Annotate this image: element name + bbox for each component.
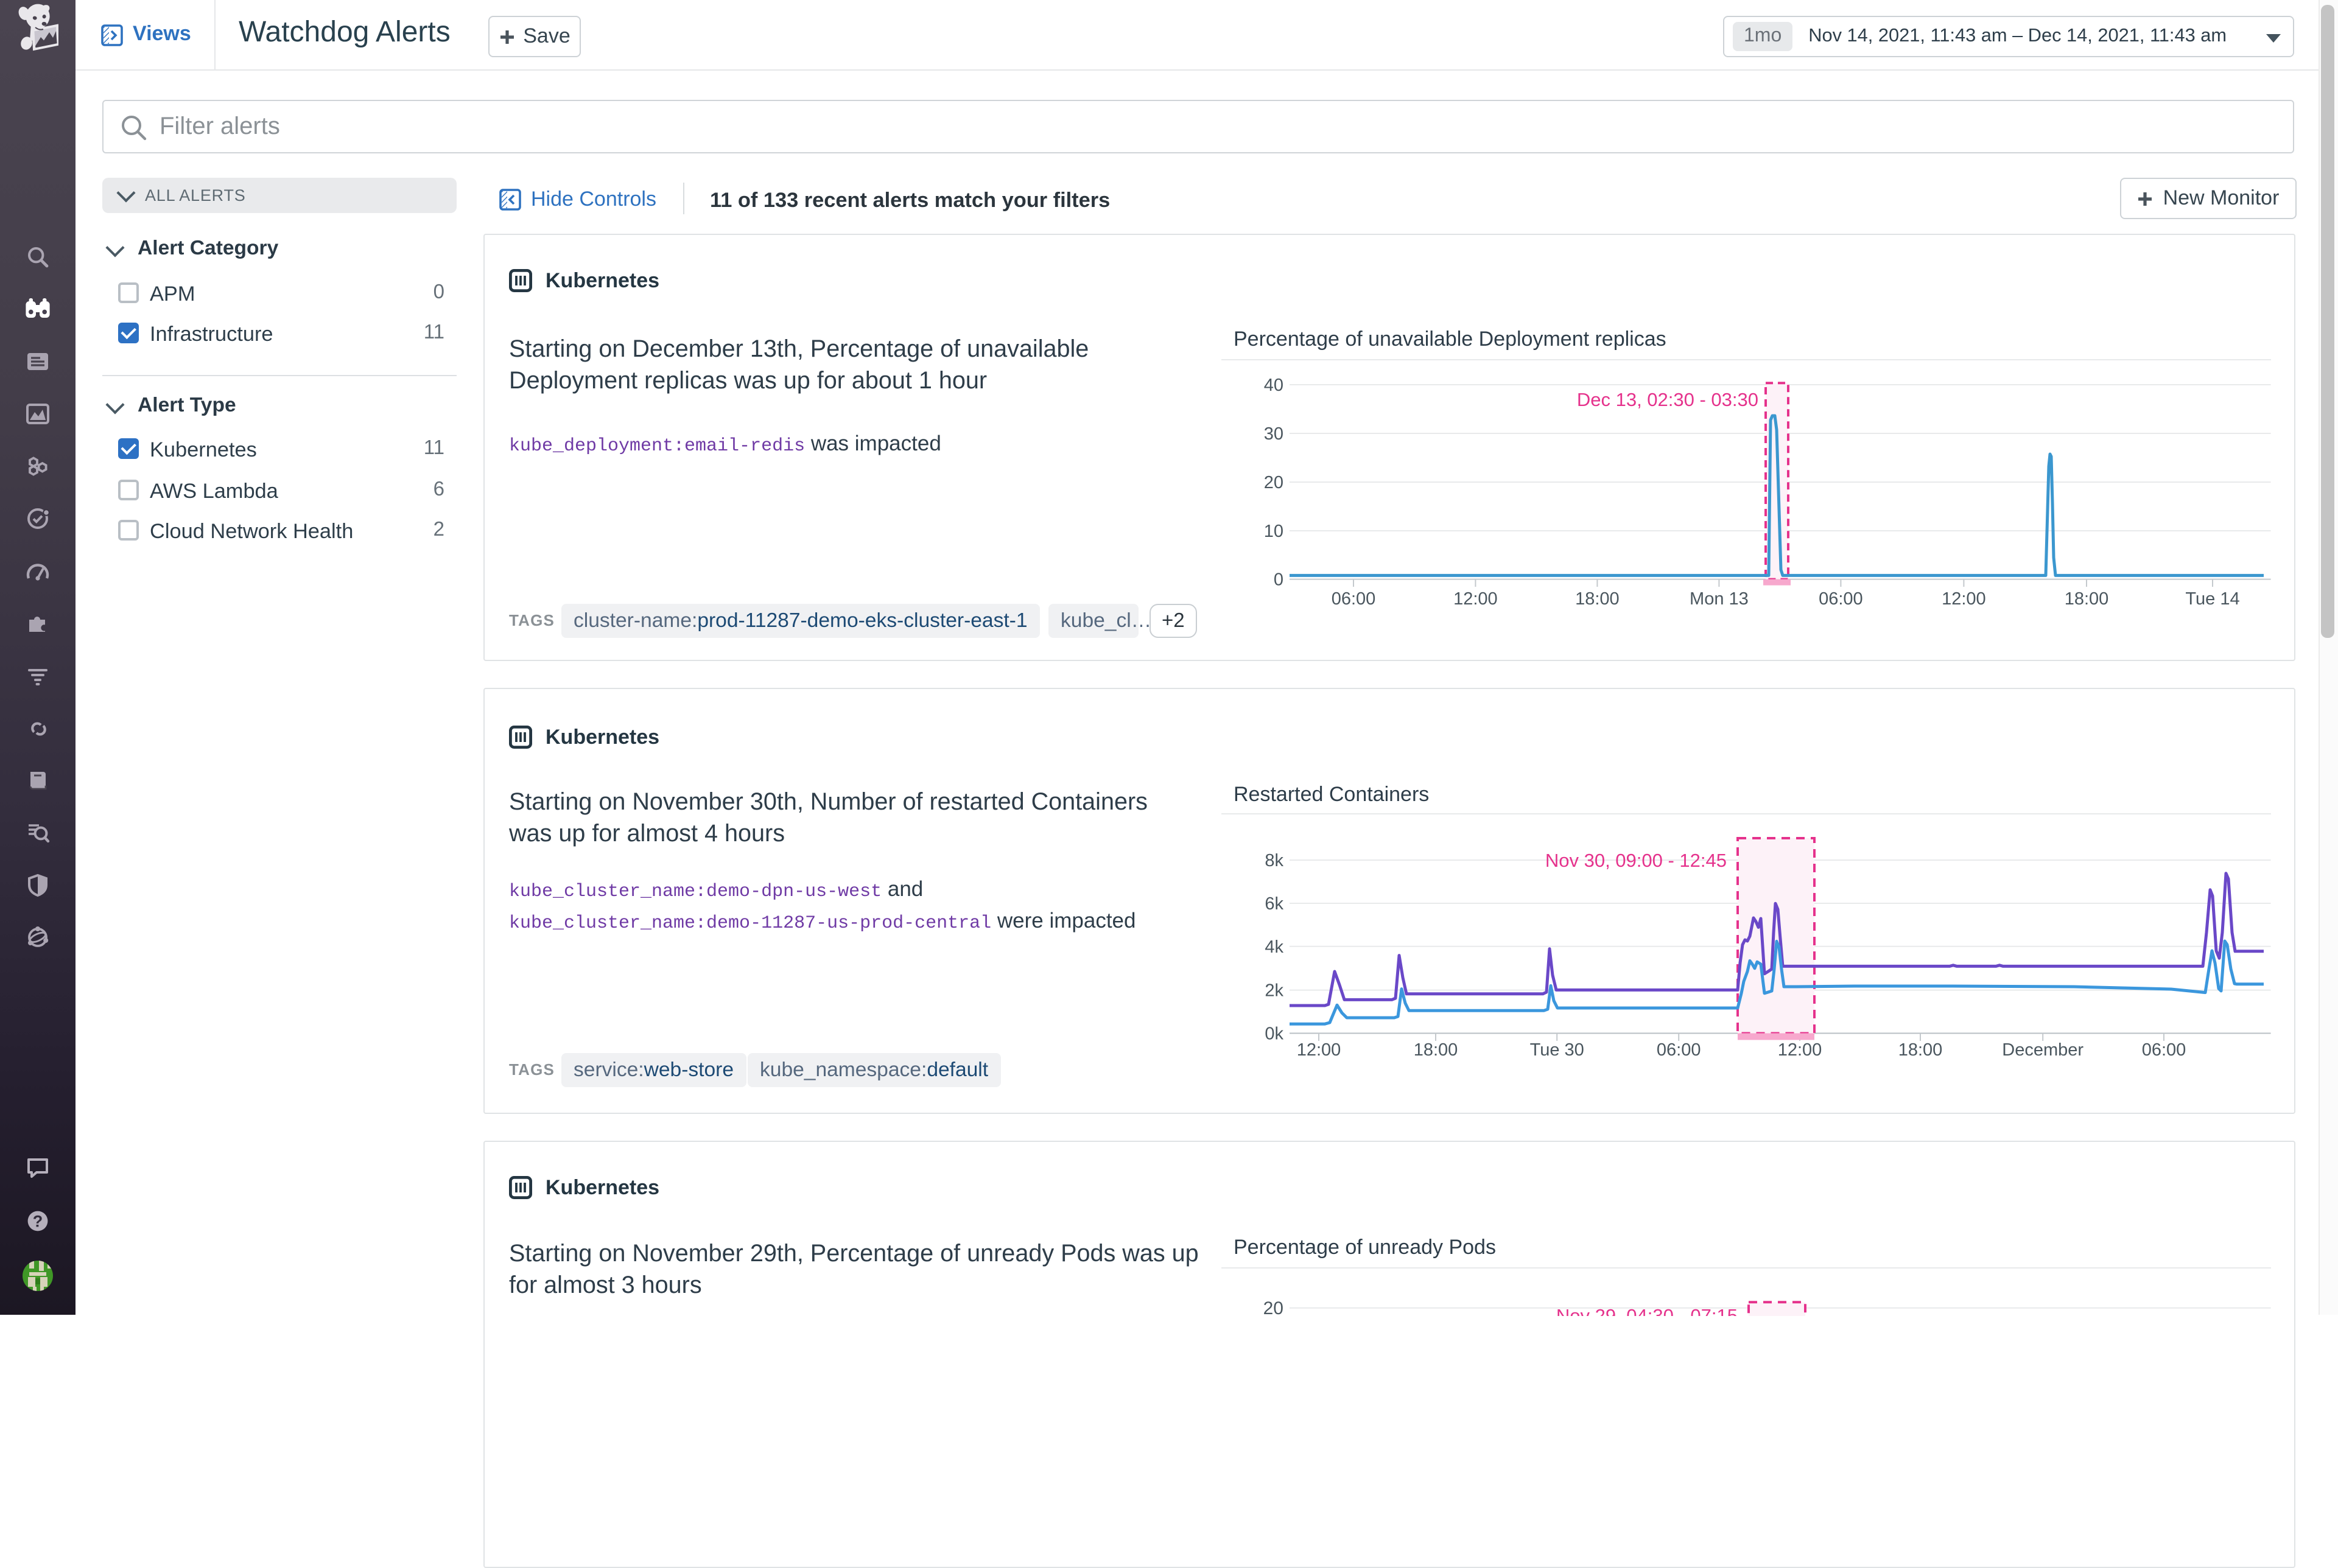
svg-text:Tue 30: Tue 30 [1530, 1040, 1584, 1060]
svg-text:December: December [2002, 1040, 2083, 1060]
svg-text:12:00: 12:00 [1778, 1040, 1822, 1060]
svg-text:06:00: 06:00 [1819, 589, 1863, 608]
svg-text:0: 0 [1274, 570, 1283, 589]
svg-text:Tue 14: Tue 14 [2185, 589, 2239, 608]
svg-text:6k: 6k [1265, 894, 1283, 914]
svg-text:0k: 0k [1265, 1024, 1283, 1044]
svg-text:4k: 4k [1265, 937, 1283, 957]
svg-text:12:00: 12:00 [1297, 1040, 1341, 1060]
svg-text:12:00: 12:00 [1942, 589, 1986, 608]
svg-text:12:00: 12:00 [1453, 589, 1498, 608]
svg-text:06:00: 06:00 [2142, 1040, 2186, 1060]
svg-text:Mon 13: Mon 13 [1690, 589, 1749, 608]
svg-text:Dec 13, 02:30 - 03:30: Dec 13, 02:30 - 03:30 [1577, 388, 1758, 410]
svg-text:Nov 29, 04:30 - 07:15: Nov 29, 04:30 - 07:15 [1556, 1305, 1738, 1316]
svg-text:18:00: 18:00 [1898, 1040, 1943, 1060]
svg-text:?: ? [33, 1213, 43, 1231]
svg-text:18:00: 18:00 [2065, 589, 2109, 608]
svg-text:20: 20 [1264, 472, 1283, 492]
svg-text:18:00: 18:00 [1575, 589, 1620, 608]
svg-text:18:00: 18:00 [1414, 1040, 1458, 1060]
svg-text:10: 10 [1264, 521, 1283, 541]
svg-text:Nov 30, 09:00 - 12:45: Nov 30, 09:00 - 12:45 [1545, 850, 1727, 871]
svg-text:40: 40 [1264, 375, 1283, 394]
svg-text:06:00: 06:00 [1657, 1040, 1701, 1060]
svg-text:8k: 8k [1265, 851, 1283, 870]
svg-text:06:00: 06:00 [1332, 589, 1376, 608]
svg-text:30: 30 [1264, 424, 1283, 443]
svg-text:2k: 2k [1265, 981, 1283, 1001]
svg-text:20: 20 [1263, 1298, 1283, 1316]
